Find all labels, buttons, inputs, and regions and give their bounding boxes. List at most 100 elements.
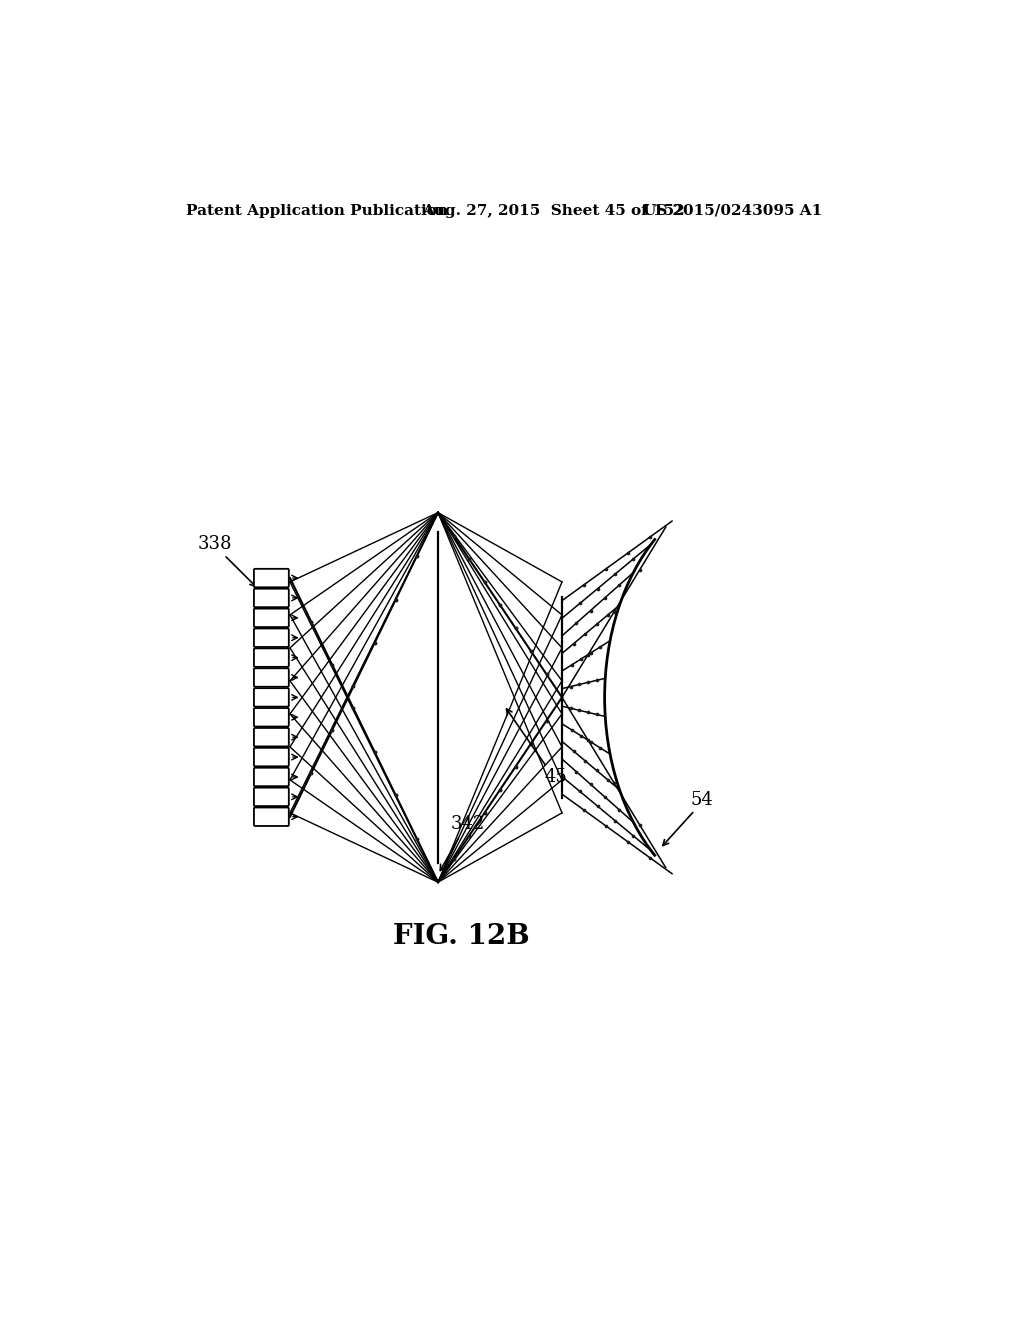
Point: [642, 527, 658, 548]
Point: [507, 618, 523, 639]
FancyBboxPatch shape: [254, 668, 289, 686]
FancyBboxPatch shape: [254, 569, 289, 587]
Point: [445, 525, 462, 546]
Point: [611, 574, 628, 595]
Text: 338: 338: [198, 535, 232, 553]
Point: [580, 730, 596, 751]
Point: [409, 545, 425, 566]
Text: FIG. 12B: FIG. 12B: [393, 923, 529, 949]
Point: [476, 803, 493, 824]
Text: 45: 45: [545, 768, 567, 787]
Point: [583, 774, 599, 795]
Point: [367, 742, 383, 763]
Point: [571, 781, 588, 803]
Point: [590, 796, 606, 817]
Point: [598, 558, 614, 579]
FancyBboxPatch shape: [254, 768, 289, 787]
Point: [492, 779, 508, 800]
Point: [324, 655, 340, 676]
Point: [387, 589, 403, 610]
Point: [387, 784, 403, 805]
Point: [592, 738, 608, 759]
Point: [589, 669, 605, 690]
Point: [539, 710, 555, 731]
Point: [611, 799, 628, 820]
Point: [642, 847, 658, 869]
Point: [577, 623, 593, 644]
Point: [345, 676, 361, 697]
Point: [597, 587, 613, 609]
Point: [607, 564, 624, 585]
FancyBboxPatch shape: [254, 708, 289, 726]
Point: [600, 605, 616, 626]
FancyBboxPatch shape: [254, 748, 289, 767]
Point: [507, 756, 523, 777]
Point: [597, 787, 613, 808]
Point: [583, 643, 599, 664]
Point: [562, 676, 579, 697]
Point: [563, 719, 580, 741]
Point: [461, 825, 477, 846]
Point: [577, 750, 593, 771]
Point: [575, 574, 592, 595]
Point: [598, 816, 614, 837]
Text: US 2015/0243095 A1: US 2015/0243095 A1: [643, 203, 822, 218]
Point: [345, 698, 361, 719]
Point: [583, 601, 599, 622]
Point: [625, 549, 641, 570]
Point: [620, 832, 636, 853]
FancyBboxPatch shape: [254, 788, 289, 807]
Text: Patent Application Publication: Patent Application Publication: [186, 203, 449, 218]
Point: [620, 543, 636, 564]
Point: [592, 636, 608, 657]
Point: [607, 810, 624, 832]
Point: [573, 726, 590, 747]
Point: [580, 644, 596, 665]
Point: [565, 741, 582, 762]
Text: Aug. 27, 2015  Sheet 45 of 152: Aug. 27, 2015 Sheet 45 of 152: [423, 203, 685, 218]
Point: [492, 594, 508, 615]
Point: [367, 632, 383, 653]
Point: [589, 614, 605, 635]
Point: [409, 828, 425, 849]
Point: [539, 664, 555, 685]
Point: [568, 612, 585, 634]
Point: [461, 548, 477, 569]
Point: [590, 578, 606, 599]
FancyBboxPatch shape: [254, 808, 289, 826]
Point: [303, 763, 319, 784]
FancyBboxPatch shape: [254, 589, 289, 607]
Point: [571, 593, 588, 614]
Point: [476, 572, 493, 593]
Point: [605, 772, 622, 793]
Text: 54: 54: [691, 791, 714, 809]
FancyBboxPatch shape: [254, 628, 289, 647]
Point: [600, 770, 616, 791]
Point: [632, 814, 648, 836]
Point: [580, 672, 596, 693]
Point: [562, 698, 579, 719]
Text: 342: 342: [451, 816, 484, 833]
Point: [589, 760, 605, 781]
Point: [583, 731, 599, 752]
Point: [563, 655, 580, 676]
Point: [632, 560, 648, 581]
Point: [605, 602, 622, 623]
FancyBboxPatch shape: [254, 688, 289, 706]
Point: [523, 640, 540, 661]
Point: [324, 719, 340, 741]
Point: [573, 648, 590, 669]
Point: [571, 675, 588, 696]
Point: [580, 702, 596, 723]
Point: [575, 800, 592, 821]
FancyBboxPatch shape: [254, 609, 289, 627]
Point: [303, 611, 319, 632]
Point: [568, 762, 585, 783]
Point: [571, 700, 588, 721]
Point: [625, 825, 641, 846]
FancyBboxPatch shape: [254, 648, 289, 667]
FancyBboxPatch shape: [254, 727, 289, 746]
Point: [523, 733, 540, 754]
Point: [565, 634, 582, 655]
Point: [589, 704, 605, 725]
